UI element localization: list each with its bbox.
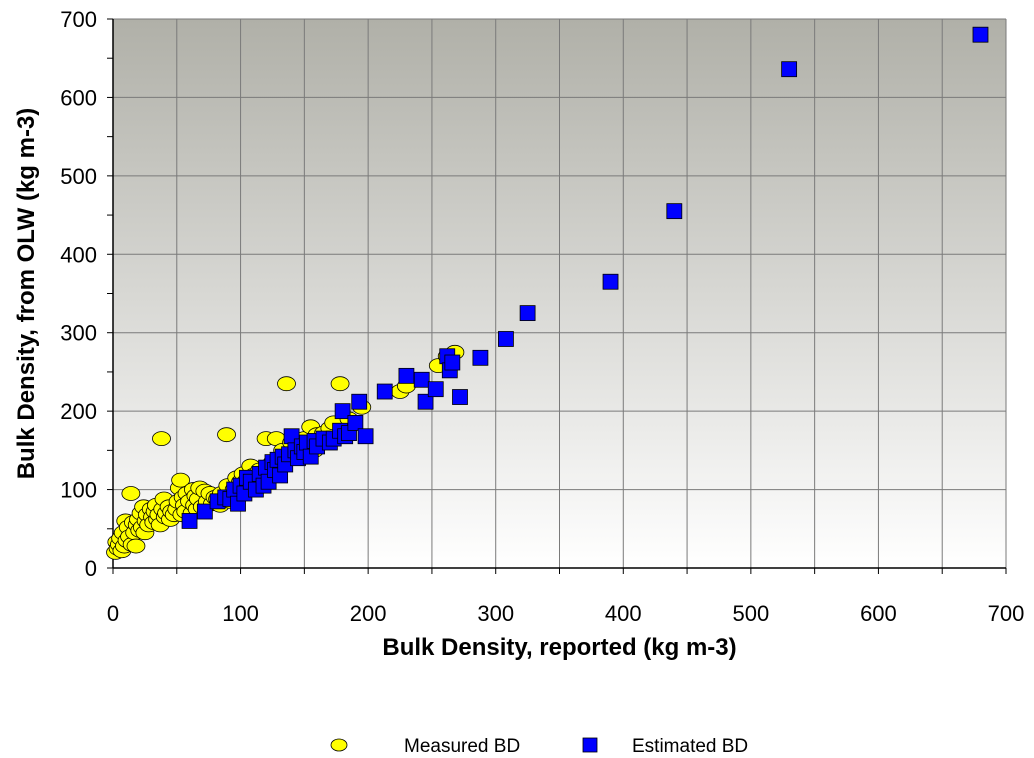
legend-measured-marker bbox=[330, 738, 348, 752]
estimated-point bbox=[602, 273, 619, 290]
estimated-point bbox=[196, 503, 213, 520]
y-tick-label: 700 bbox=[60, 7, 97, 32]
measured-point bbox=[152, 431, 171, 446]
estimated-point bbox=[398, 367, 415, 384]
estimated-point bbox=[972, 26, 989, 43]
x-axis-title: Bulk Density, reported (kg m-3) bbox=[382, 634, 736, 661]
estimated-point bbox=[781, 61, 798, 78]
x-tick-label: 400 bbox=[605, 601, 642, 626]
series-estimated-bd bbox=[181, 26, 989, 529]
estimated-point bbox=[181, 513, 198, 529]
estimated-point bbox=[519, 305, 536, 322]
estimated-point bbox=[472, 349, 489, 366]
measured-point bbox=[126, 538, 146, 554]
x-tick-label: 200 bbox=[350, 601, 387, 626]
estimated-point bbox=[351, 393, 368, 410]
estimated-point bbox=[417, 393, 434, 410]
measured-point bbox=[277, 376, 296, 392]
estimated-point bbox=[357, 428, 374, 445]
y-axis-title: Bulk Density, from OLW (kg m-3) bbox=[13, 108, 40, 480]
estimated-point bbox=[452, 389, 468, 405]
estimated-point bbox=[334, 403, 351, 420]
x-tick-label: 300 bbox=[477, 601, 514, 626]
x-tick-label: 500 bbox=[732, 601, 769, 626]
measured-point bbox=[171, 472, 191, 488]
legend-estimated-marker bbox=[582, 737, 598, 753]
x-tick-label: 700 bbox=[988, 601, 1025, 626]
measured-point bbox=[121, 486, 141, 501]
legend-measured-label: Measured BD bbox=[404, 736, 520, 757]
estimated-point bbox=[666, 203, 683, 220]
y-tick-label: 600 bbox=[60, 85, 97, 110]
tick-labels: 0 100 200 300 400 500 600 700 0 100 200 300 400 500 60… bbox=[60, 7, 1024, 626]
estimated-point bbox=[347, 415, 364, 431]
estimated-point bbox=[376, 383, 393, 400]
y-tick-label: 300 bbox=[60, 321, 97, 346]
axes bbox=[107, 18, 1007, 574]
measured-point bbox=[217, 427, 236, 443]
y-tick-label: 0 bbox=[85, 556, 97, 581]
estimated-point bbox=[444, 354, 461, 371]
y-tick-label: 200 bbox=[60, 399, 97, 424]
measured-point bbox=[330, 376, 350, 392]
x-tick-label: 100 bbox=[222, 601, 259, 626]
estimated-point bbox=[498, 331, 514, 347]
x-tick-label: 600 bbox=[860, 601, 897, 626]
estimated-point bbox=[413, 371, 430, 388]
y-tick-label: 500 bbox=[60, 164, 97, 189]
y-tick-label: 100 bbox=[60, 478, 97, 503]
x-tick-label: 0 bbox=[107, 601, 119, 626]
legend-estimated-label: Estimated BD bbox=[632, 736, 748, 757]
estimated-point bbox=[427, 381, 444, 398]
gridlines bbox=[113, 18, 1007, 568]
legend: Measured BD Estimated BD bbox=[330, 736, 748, 757]
y-tick-label: 400 bbox=[60, 242, 97, 267]
